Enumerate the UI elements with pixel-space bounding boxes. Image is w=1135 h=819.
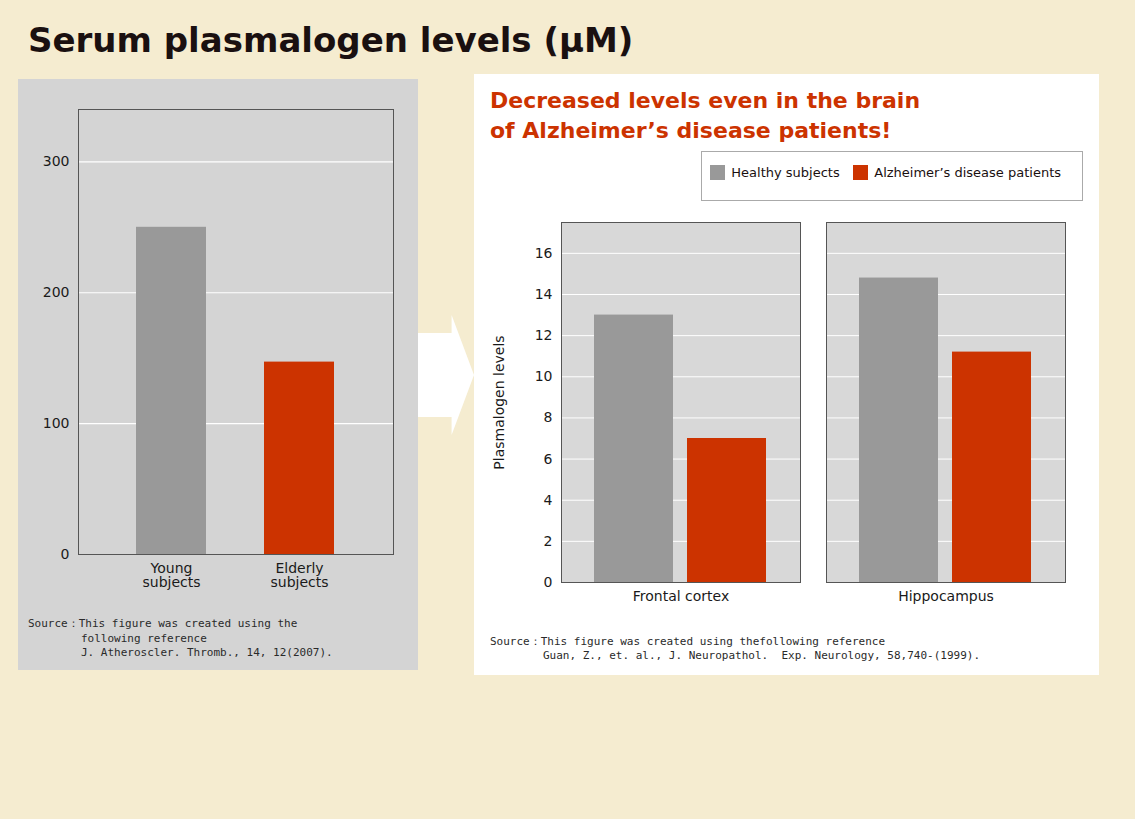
svg-text:0: 0 — [544, 574, 553, 590]
svg-text:0: 0 — [61, 546, 70, 562]
svg-text:16: 16 — [535, 245, 553, 261]
svg-text:2: 2 — [544, 533, 553, 549]
svg-text:200: 200 — [43, 284, 70, 300]
html-text:Decreased levels even in the b: Decreased levels even in the brain of Al… — [490, 88, 921, 143]
svg-text:14: 14 — [535, 286, 553, 302]
html-text:Serum plasmalogen levels (μM): Serum plasmalogen levels (μM) — [28, 20, 634, 60]
html-text:Source：This figure was created: Source：This figure was created using the… — [28, 617, 333, 659]
html-text:Source：This figure was created: Source：This figure was created using the… — [490, 634, 981, 663]
svg-text:Hippocampus: Hippocampus — [898, 588, 994, 604]
svg-text:10: 10 — [535, 368, 553, 384]
html-text:Alzheimer’s disease patients: Alzheimer’s disease patients — [874, 165, 1061, 181]
svg-text:300: 300 — [43, 154, 70, 170]
svg-text:Elderlysubjects: Elderlysubjects — [270, 561, 328, 591]
svg-text:6: 6 — [544, 450, 553, 466]
svg-text:Frontal cortex: Frontal cortex — [633, 588, 730, 604]
svg-text:100: 100 — [43, 415, 70, 431]
svg-text:Youngsubjects: Youngsubjects — [142, 561, 200, 591]
svg-text:8: 8 — [544, 409, 553, 425]
svg-text:4: 4 — [544, 492, 553, 508]
html-text:Healthy subjects: Healthy subjects — [731, 165, 840, 181]
svg-text:12: 12 — [535, 327, 553, 343]
svg-text:Plasmalogen levels: Plasmalogen levels — [491, 335, 507, 469]
